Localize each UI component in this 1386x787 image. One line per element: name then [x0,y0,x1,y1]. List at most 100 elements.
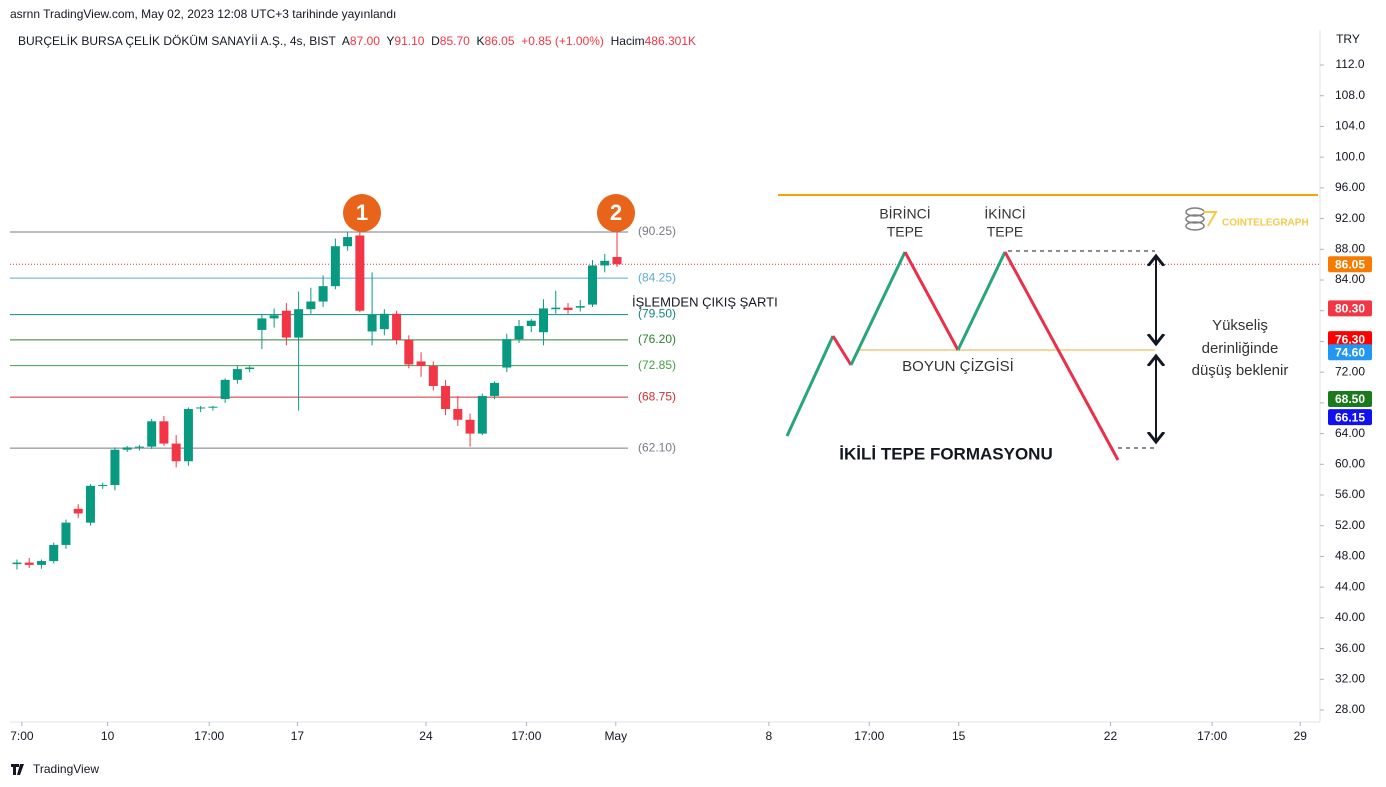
pattern-note: düşüş beklenir [1192,362,1289,379]
candle-body [416,361,426,367]
y-tick-label: 92.00 [1335,211,1365,225]
y-tick-label: 60.00 [1335,456,1365,470]
ohlc-value: 85.70 [439,34,470,48]
x-tick-label: May [604,729,627,743]
candle-body [245,367,255,370]
footer-brand: TradingView [33,762,99,776]
level-label: (68.75) [638,389,676,403]
pattern-note: Yükseliş [1212,317,1268,334]
candle-body [379,313,389,330]
pattern-label: TEPE [887,224,924,240]
y-tick-label: 88.00 [1335,241,1365,255]
y-tick-label: 72.00 [1335,364,1365,378]
candle-body [281,310,291,338]
pattern-label: BİRİNCİ [879,205,930,222]
x-tick-label: 22 [1104,729,1118,743]
x-tick-label: 29 [1294,729,1308,743]
candle-body [171,443,181,462]
candle-body [183,409,193,462]
candle-body [36,561,46,565]
candle-body [563,307,573,310]
price-badge-label: 74.60 [1335,345,1365,359]
candle-body [465,419,475,434]
candle-body [122,447,132,450]
y-tick-label: 108.0 [1335,88,1365,102]
ohlc-key: A [341,34,350,48]
candle-body [12,562,22,565]
neckline-label: BOYUN ÇİZGİSİ [902,357,1014,375]
pattern-diagram: BİRİNCİ TEPE İKİNCİ TEPE BOYUN ÇİZGİSİ İ… [778,194,1318,463]
candle-body [551,307,561,310]
price-badge-label: 68.50 [1335,392,1365,406]
candle-body [85,485,95,523]
pattern-up [785,335,835,437]
y-tick-label: 112.0 [1335,57,1364,71]
volume: 486.301K [644,34,697,48]
candle-body [514,326,524,340]
y-tick-label: 56.00 [1335,487,1365,501]
y-tick-label: 104.0 [1335,119,1365,133]
pattern-up [956,251,1007,351]
x-tick-label: 8 [765,729,772,743]
x-tick-label: 17:00 [194,729,224,743]
symbol: BURÇELİK BURSA ÇELİK DÖKÜM SANAYİİ A.Ş.,… [18,34,336,48]
candle-body [526,320,536,327]
y-tick-label: 68.00 [1335,395,1365,409]
candle-body [294,309,304,338]
candle-body [404,339,414,365]
volume-key: Hacim [610,34,645,48]
candle-body [612,256,622,265]
y-tick-label: 52.00 [1335,518,1365,532]
marker-circle [597,194,635,232]
y-tick-label: 76.00 [1335,334,1365,348]
pattern-up [849,251,907,366]
price-badge [1328,409,1372,426]
candle-body [220,379,230,400]
y-tick-label: 48.00 [1335,549,1365,563]
candle-body [134,446,144,448]
candle-body [343,237,353,247]
ohlc-value: 87.00 [349,34,380,48]
candle-body [98,485,108,487]
candle-body [330,246,340,287]
price-badge-label: 66.15 [1335,410,1365,424]
y-tick-label: 96.00 [1335,180,1365,194]
price-badge-label: 86.05 [1335,257,1365,271]
candle-body [257,318,267,330]
footer-logo [11,764,24,775]
level-label: (72.85) [638,358,676,372]
candle-body [24,562,34,565]
price-badge [1328,331,1372,348]
y-tick-label: 36.00 [1335,641,1365,655]
pattern-note: derinliğinde [1202,340,1279,357]
y-tick-label: 84.00 [1335,272,1365,286]
candle-body [453,409,463,420]
currency: TRY [1336,32,1360,46]
marker-label: 1 [356,200,368,225]
candle-body [575,306,585,308]
candle-body [306,301,316,310]
ohlc-value: 86.05 [484,34,515,48]
footer: TradingView [11,762,99,776]
price-badge-label: 80.30 [1335,302,1365,316]
candle-body [490,382,500,396]
candle-body [355,235,365,311]
level-label: (84.25) [638,270,676,284]
candle-body [196,407,206,409]
axes: TRY 112.0 108.0 104.0 100.0 96.00 92.00 88.00 8… [10,30,1365,743]
candle-body [502,339,512,368]
level-label: (62.10) [638,440,676,454]
y-tick-label: 32.00 [1335,671,1365,685]
x-tick-label: 17 [291,729,305,743]
price-badge [1328,344,1372,361]
candles [10,225,1320,570]
pattern-down [1003,251,1120,461]
candle-body [367,314,377,332]
price-badge [1328,391,1372,408]
y-tick-label: 80.00 [1335,303,1365,317]
price-badge-label: 76.30 [1335,332,1365,346]
x-tick-label: 15 [952,729,966,743]
